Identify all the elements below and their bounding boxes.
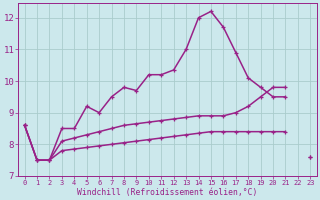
X-axis label: Windchill (Refroidissement éolien,°C): Windchill (Refroidissement éolien,°C): [77, 188, 258, 197]
